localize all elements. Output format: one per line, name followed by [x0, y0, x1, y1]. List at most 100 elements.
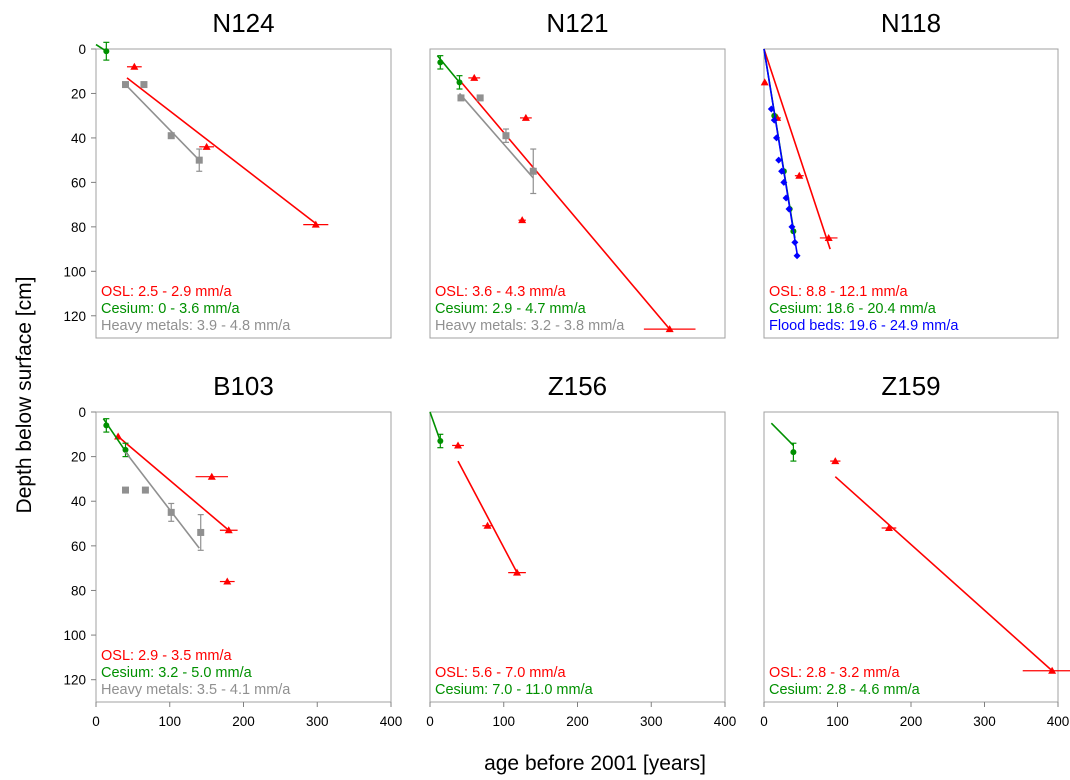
annotation-metals: Heavy metals: 3.2 - 3.8 mm/a — [435, 318, 625, 334]
plot-frame — [95, 48, 392, 339]
series-cesium — [429, 411, 444, 449]
series-cesium — [770, 422, 797, 462]
plot-frame — [429, 411, 726, 703]
data-point-circle — [456, 79, 463, 86]
x-tick-label: 300 — [973, 714, 996, 729]
data-point-diamond — [775, 156, 783, 164]
panel-z159: Z159 0 100 200 300 400 OSL: 2.8 - 3.2 mm/aCesi… — [760, 371, 1070, 729]
series-osl — [452, 441, 526, 576]
x-axis-label: age before 2001 [years] — [484, 752, 706, 775]
data-point-triangle — [518, 216, 527, 224]
y-tick-label: 80 — [71, 220, 86, 235]
data-point-triangle — [483, 521, 492, 529]
annotation-osl: OSL: 5.6 - 7.0 mm/a — [435, 665, 566, 681]
data-point-square — [167, 132, 175, 140]
panel-z156: Z156 0 100 200 300 400 OSL: 5.6 - 7.0 mm/aCesi… — [426, 371, 736, 729]
data-point-square — [502, 132, 510, 140]
y-tick-label: 0 — [78, 42, 86, 57]
data-point-diamond — [788, 223, 796, 231]
data-point-triangle — [130, 62, 139, 70]
y-tick-label: 100 — [63, 264, 86, 279]
annotation-osl: OSL: 2.8 - 3.2 mm/a — [769, 665, 900, 681]
panel-title: B103 — [213, 371, 274, 401]
fit-line — [457, 460, 518, 573]
panel-title: N118 — [881, 8, 941, 38]
plot-frame — [429, 48, 726, 339]
data-point-diamond — [793, 252, 801, 260]
data-point-circle — [790, 449, 797, 456]
x-tick-label: 0 — [92, 714, 100, 729]
y-tick-label: 60 — [71, 539, 86, 554]
annotation-osl: OSL: 3.6 - 4.3 mm/a — [435, 284, 566, 300]
data-point-triangle — [1048, 666, 1057, 674]
fit-line — [458, 79, 671, 330]
data-point-triangle — [831, 457, 840, 465]
series-metals — [122, 451, 205, 551]
fit-line — [834, 476, 1053, 672]
series-flood — [763, 48, 801, 260]
y-tick-label: 60 — [71, 175, 86, 190]
fit-line — [429, 411, 442, 442]
annotation-metals: Heavy metals: 3.9 - 4.8 mm/a — [101, 318, 291, 334]
annotation-cesium: Cesium: 2.8 - 4.6 mm/a — [769, 682, 921, 698]
x-tick-label: 400 — [714, 714, 737, 729]
data-point-triangle — [884, 524, 893, 531]
y-tick-label: 20 — [71, 86, 86, 101]
data-point-triangle — [207, 472, 216, 480]
data-point-triangle — [311, 220, 320, 228]
data-point-square — [476, 94, 484, 102]
annotation-osl: OSL: 2.9 - 3.5 mm/a — [101, 648, 232, 664]
data-point-triangle — [513, 568, 522, 576]
annotation-cesium: Cesium: 3.2 - 5.0 mm/a — [101, 665, 253, 681]
data-point-square — [122, 81, 129, 89]
data-point-square — [529, 167, 537, 175]
x-tick-label: 300 — [306, 714, 329, 729]
series-osl — [830, 457, 1070, 674]
data-point-diamond — [780, 178, 788, 186]
y-tick-label: 0 — [78, 405, 86, 420]
series-cesium — [102, 418, 130, 458]
series-osl — [458, 73, 696, 333]
plot-frame — [763, 48, 1059, 339]
fit-line — [763, 48, 831, 250]
series-metals — [122, 81, 203, 172]
series-osl — [126, 62, 329, 228]
fit-line — [763, 48, 799, 259]
annotation-cesium: Cesium: 18.6 - 20.4 mm/a — [769, 301, 937, 317]
series-cesium — [436, 55, 463, 90]
series-osl — [114, 432, 238, 585]
data-point-square — [457, 94, 465, 102]
fit-line — [117, 435, 230, 531]
fit-line — [124, 451, 200, 549]
x-tick-label: 100 — [826, 714, 849, 729]
data-point-square — [195, 156, 203, 164]
plot-frame — [763, 411, 1059, 703]
y-axis-label: Depth below surface [cm] — [13, 277, 36, 514]
data-point-diamond — [770, 116, 778, 124]
data-point-square — [197, 528, 205, 536]
data-point-square — [167, 508, 175, 516]
x-tick-label: 0 — [760, 714, 768, 729]
fit-line — [458, 92, 534, 179]
y-tick-label: 80 — [71, 583, 86, 598]
data-point-triangle — [223, 577, 232, 585]
x-tick-label: 200 — [232, 714, 255, 729]
y-tick-label: 120 — [63, 673, 86, 688]
data-point-diamond — [767, 105, 775, 113]
y-tick-label: 20 — [71, 450, 86, 465]
annotation-metals: Heavy metals: 3.5 - 4.1 mm/a — [101, 682, 291, 698]
y-tick-label: 40 — [71, 131, 86, 146]
annotation-osl: OSL: 2.5 - 2.9 mm/a — [101, 284, 232, 300]
series-cesium — [95, 41, 110, 61]
data-point-triangle — [454, 441, 463, 449]
data-point-triangle — [224, 526, 233, 534]
panel-title: N121 — [546, 8, 608, 38]
x-tick-label: 400 — [1047, 714, 1070, 729]
x-tick-label: 200 — [566, 714, 589, 729]
data-point-square — [122, 486, 129, 494]
data-point-triangle — [760, 78, 769, 86]
data-point-triangle — [521, 113, 530, 121]
x-tick-label: 100 — [492, 714, 515, 729]
panel-title: Z156 — [548, 371, 607, 401]
annotation-flood: Flood beds: 19.6 - 24.9 mm/a — [769, 318, 959, 334]
